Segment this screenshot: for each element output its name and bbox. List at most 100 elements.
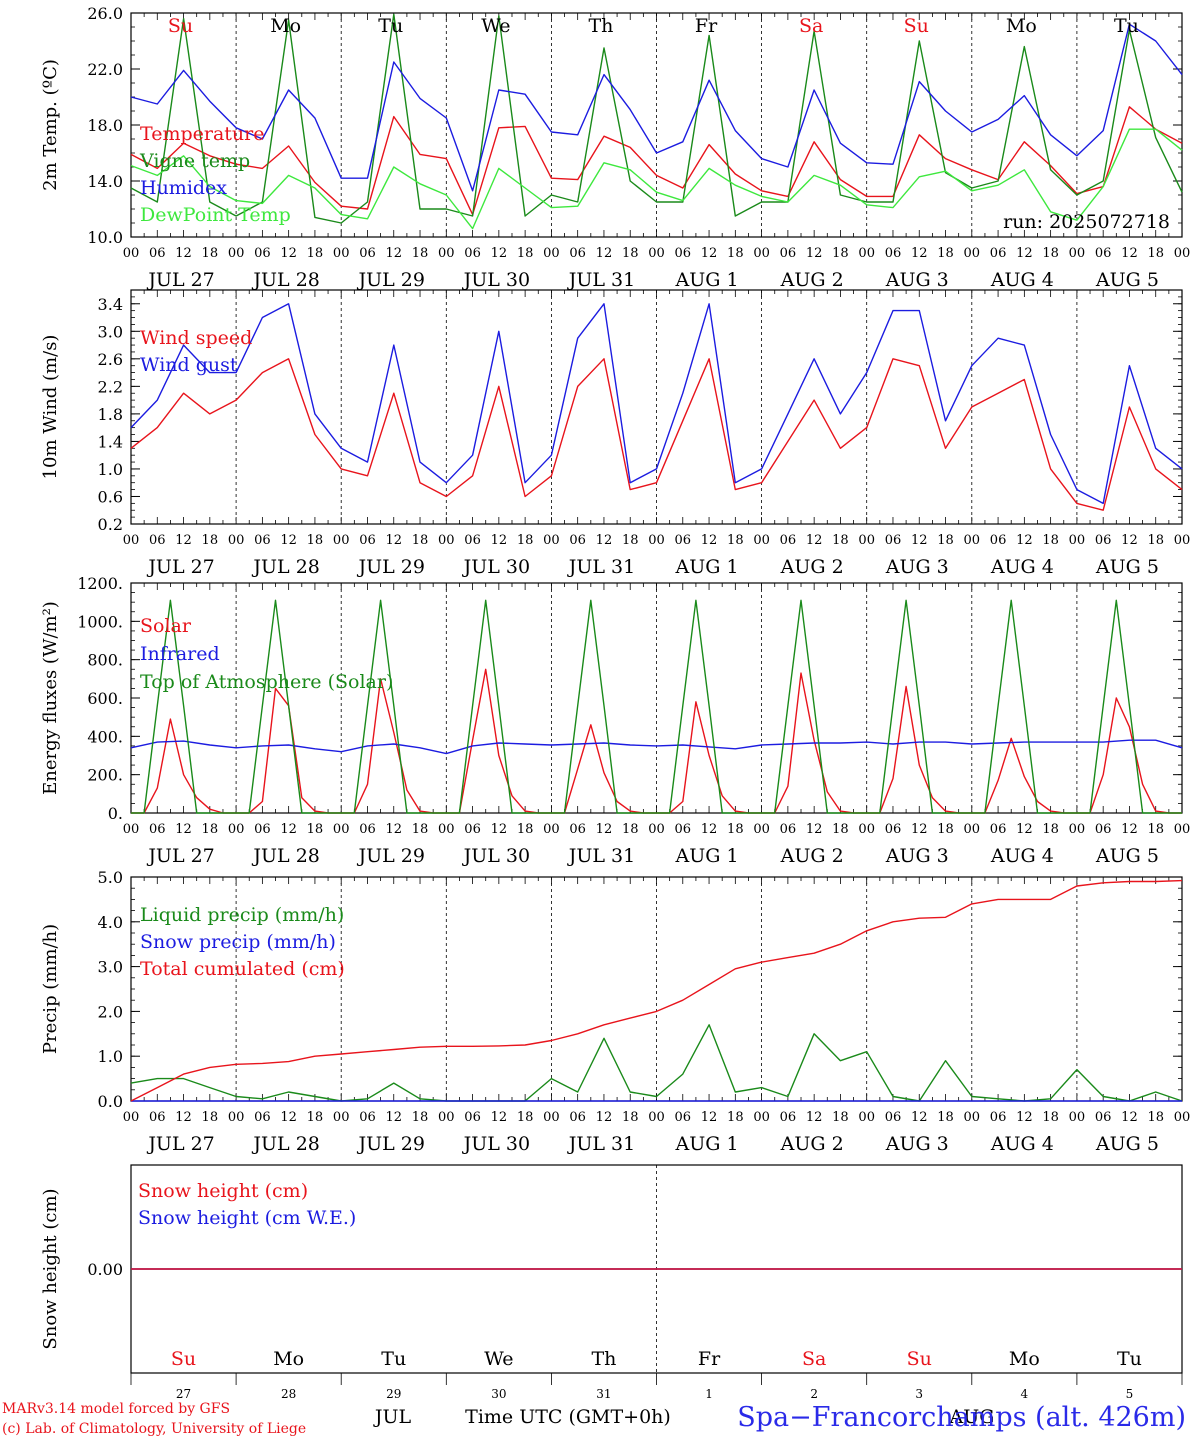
- y-tick-label: 2.0: [98, 1002, 123, 1021]
- date-label: AUG 5: [1095, 845, 1159, 867]
- hour-label: 06: [569, 822, 586, 837]
- hour-label: 18: [622, 1110, 639, 1125]
- hour-label: 00: [964, 822, 981, 837]
- day-name: Mo: [270, 15, 301, 37]
- hour-label: 06: [149, 822, 166, 837]
- hour-label: 12: [1121, 822, 1138, 837]
- date-label: AUG 4: [990, 269, 1054, 291]
- hour-label: 00: [1174, 533, 1191, 548]
- hour-label: 00: [1069, 822, 1086, 837]
- hour-label: 06: [780, 533, 797, 548]
- series-infrared: [130, 739, 1183, 755]
- panel-snow: 0.00 Snow height (cm) Snow height (cm) Snow…: [40, 1164, 1183, 1401]
- date-label: AUG 4: [990, 1133, 1054, 1155]
- hour-label: 18: [832, 822, 849, 837]
- date-label: AUG 2: [780, 845, 844, 867]
- hour-label: 18: [307, 822, 324, 837]
- hour-label: 00: [753, 246, 770, 261]
- hour-label: 00: [1174, 1110, 1191, 1125]
- hour-label: 12: [701, 533, 718, 548]
- hour-label: 06: [1095, 822, 1112, 837]
- date-label: AUG 3: [885, 556, 949, 578]
- panel-energy: 0. 200. 400. 600. 800. 1000. 1200. Energy fluxe…: [40, 574, 1190, 867]
- hour-label: 06: [254, 533, 271, 548]
- date-label: AUG 4: [990, 556, 1054, 578]
- hour-label: 12: [701, 822, 718, 837]
- legend-entry: Wind speed: [140, 327, 252, 349]
- date-label: JUL 29: [357, 269, 425, 291]
- hour-label: 12: [596, 822, 613, 837]
- legend-entry: Snow height (cm W.E.): [138, 1207, 356, 1229]
- hour-label: 06: [780, 822, 797, 837]
- series-wind-speed: [130, 358, 1183, 511]
- day-name: Tu: [1114, 15, 1139, 37]
- date-label: JUL 28: [251, 1133, 319, 1155]
- hour-label: 18: [412, 1110, 429, 1125]
- hour-label: 12: [911, 533, 928, 548]
- hour-label: 06: [675, 246, 692, 261]
- panel-precip: 0.0 1.0 2.0 3.0 4.0 5.0 Precip (mm/h) Liquid pr…: [40, 868, 1190, 1155]
- hour-label: 12: [806, 822, 823, 837]
- hour-label: 06: [675, 1110, 692, 1125]
- day-number: 27: [176, 1387, 191, 1401]
- hour-label: 12: [596, 246, 613, 261]
- hour-label: 06: [359, 246, 376, 261]
- hour-label: 00: [1069, 246, 1086, 261]
- y-tick-label: 0.2: [98, 515, 123, 534]
- date-label: AUG 5: [1095, 1133, 1159, 1155]
- hour-label: 00: [438, 1110, 455, 1125]
- hour-label: 12: [1121, 533, 1138, 548]
- hour-label: 00: [123, 1110, 140, 1125]
- date-label: AUG 4: [990, 845, 1054, 867]
- y-tick-label: 0.0: [98, 1092, 123, 1111]
- date-label: JUL 30: [462, 1133, 530, 1155]
- hour-label: 12: [1121, 1110, 1138, 1125]
- hour-label: 12: [491, 246, 508, 261]
- hour-label: 00: [648, 246, 665, 261]
- hour-label: 18: [1042, 822, 1059, 837]
- legend-entry: Snow height (cm): [138, 1180, 308, 1202]
- date-label: JUL 28: [251, 269, 319, 291]
- date-label: JUL 30: [462, 556, 530, 578]
- series-humidex: [130, 23, 1183, 192]
- day-name: Su: [907, 1348, 932, 1370]
- hour-label: 00: [753, 1110, 770, 1125]
- hour-label: 06: [990, 822, 1007, 837]
- hour-label: 00: [438, 533, 455, 548]
- date-label: AUG 2: [780, 556, 844, 578]
- date-label: JUL 31: [567, 556, 635, 578]
- station-title: Spa−Francorchamps (alt. 426m): [737, 1402, 1186, 1433]
- legend-entry: Solar: [140, 615, 192, 637]
- hour-label: 12: [280, 246, 297, 261]
- y-tick-label: 800.: [87, 651, 123, 670]
- hour-label: 06: [149, 246, 166, 261]
- hour-label: 12: [175, 246, 192, 261]
- hour-label: 12: [1016, 822, 1033, 837]
- hour-label: 12: [911, 1110, 928, 1125]
- hour-label: 18: [202, 533, 219, 548]
- hour-label: 18: [622, 246, 639, 261]
- legend-entry: Temperature: [140, 123, 264, 145]
- hour-label: 12: [1016, 246, 1033, 261]
- date-label: JUL 30: [462, 269, 530, 291]
- hour-label: 06: [149, 1110, 166, 1125]
- day-number: 1: [705, 1387, 713, 1401]
- y-axis-label: Energy fluxes (W/m²): [40, 601, 61, 795]
- hour-label: 06: [990, 533, 1007, 548]
- day-name: Fr: [695, 15, 718, 37]
- hour-label: 18: [622, 533, 639, 548]
- hour-label: 18: [307, 533, 324, 548]
- day-name: Th: [588, 15, 613, 37]
- series-temperature: [130, 106, 1183, 216]
- date-label: AUG 1: [675, 269, 739, 291]
- date-label: AUG 3: [885, 269, 949, 291]
- hour-label: 18: [727, 822, 744, 837]
- hour-label: 00: [1174, 822, 1191, 837]
- hour-label: 00: [753, 533, 770, 548]
- date-label: JUL 27: [146, 556, 214, 578]
- y-axis-label: Precip (mm/h): [40, 924, 61, 1054]
- hour-label: 12: [385, 1110, 402, 1125]
- y-tick-label: 5.0: [98, 868, 123, 887]
- hour-label: 00: [123, 246, 140, 261]
